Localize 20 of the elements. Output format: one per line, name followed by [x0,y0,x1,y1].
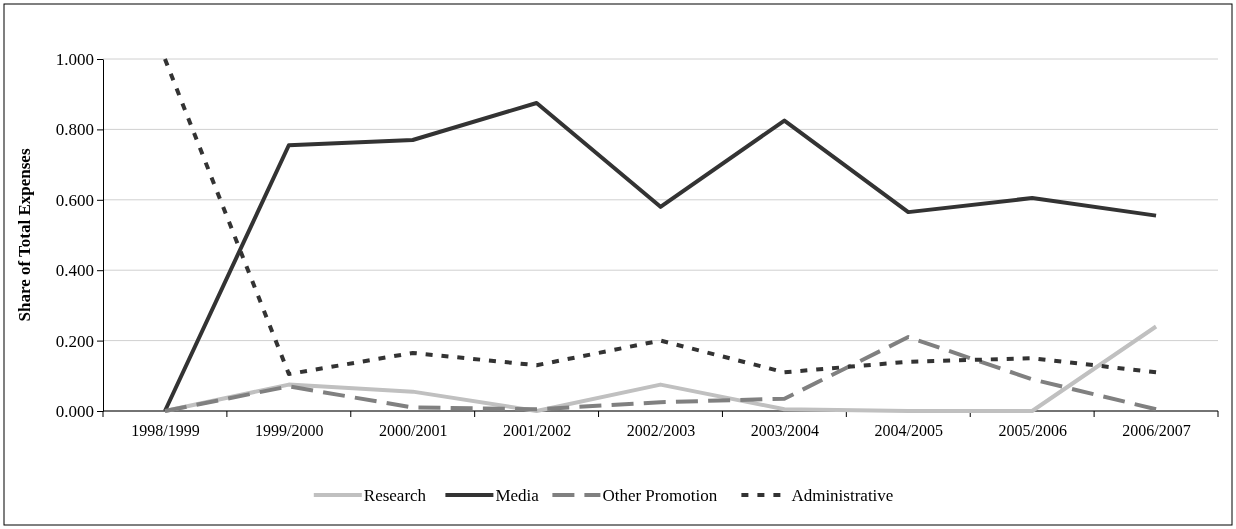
legend-label: Administrative [791,486,894,505]
x-tick-label: 2004/2005 [874,422,943,440]
y-tick-label: 0.200 [55,331,94,351]
legend-label: Other Promotion [602,486,718,505]
legend-label: Media [495,486,540,505]
y-tick-label: 0.800 [55,120,94,140]
y-tick-label: 0.000 [55,401,94,421]
x-tick-label: 2002/2003 [626,422,696,440]
y-tick-label: 0.400 [55,261,94,281]
legend-label: Research [363,486,427,505]
x-tick-label: 1998/1999 [131,422,200,440]
x-tick-label: 2006/2007 [1122,422,1191,440]
y-tick-label: 1.000 [55,49,94,69]
x-tick-label: 2003/2004 [750,422,820,440]
x-tick-label: 1999/2000 [255,422,324,440]
y-tick-label: 0.600 [55,190,94,210]
y-axis-title: Share of Total Expenses [15,148,34,322]
x-tick-label: 2005/2006 [998,422,1067,440]
x-tick-label: 2001/2002 [502,422,572,440]
x-tick-label: 2000/2001 [379,422,448,440]
